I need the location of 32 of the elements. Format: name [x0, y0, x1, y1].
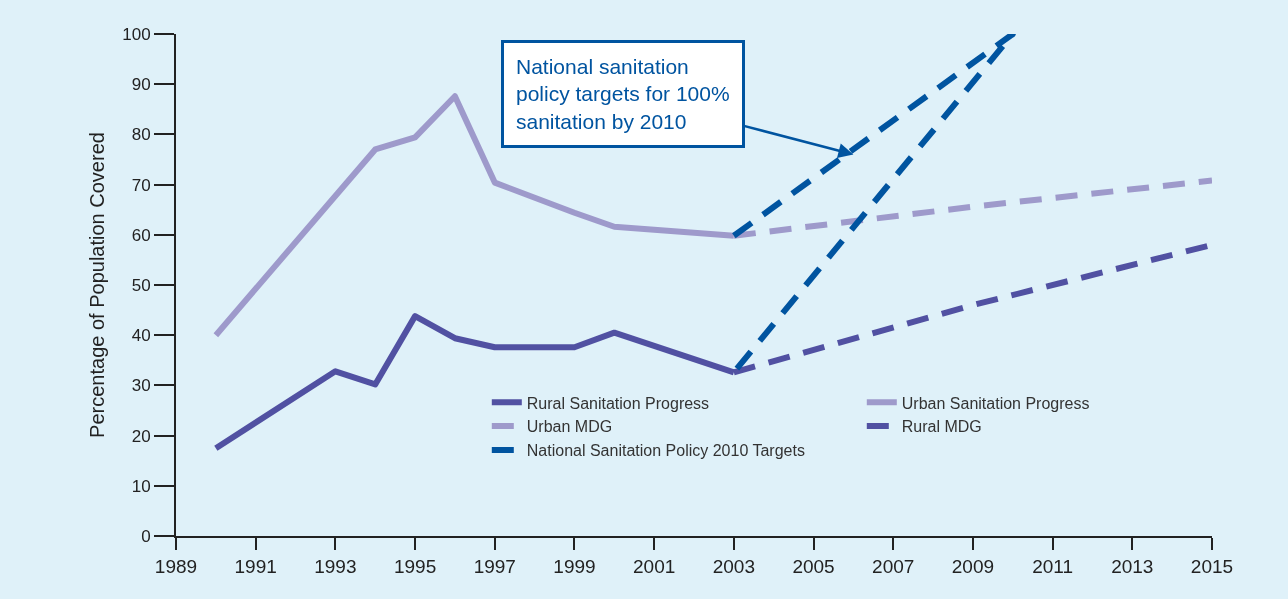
x-tick-label: 1999 [553, 555, 596, 577]
legend-label: National Sanitation Policy 2010 Targets [526, 442, 805, 460]
y-tick-label: 100 [122, 24, 151, 44]
x-tick-label: 1989 [154, 555, 198, 577]
x-tick-label: 2015 [1190, 555, 1234, 577]
x-tick-label: 2011 [1032, 555, 1074, 577]
y-tick-label: 60 [131, 225, 151, 245]
legend-label: Urban MDG [526, 418, 613, 436]
x-tick-label: 1993 [314, 555, 357, 577]
x-tick-label: 2007 [872, 555, 915, 577]
y-tick-label: 10 [131, 476, 151, 496]
y-tick-label: 70 [131, 175, 151, 195]
legend-label: Urban Sanitation Progress [901, 394, 1090, 412]
legend-label: Rural MDG [901, 418, 982, 436]
y-axis-title: Percentage of Population Covered [86, 132, 109, 438]
x-tick-label: 1995 [393, 555, 437, 577]
y-tick-label: 0 [141, 526, 151, 546]
x-tick-label: 2005 [792, 555, 835, 577]
legend-label: Rural Sanitation Progress [526, 394, 710, 412]
annotation: National sanitation policy targets for 100% sanitation by 2010 [516, 55, 730, 133]
y-tick-label: 80 [131, 125, 151, 145]
x-tick-label: 2001 [633, 555, 676, 577]
y-tick-label: 90 [131, 75, 151, 95]
x-tick-label: 1991 [234, 555, 277, 577]
x-tick-label: 1997 [473, 555, 516, 577]
x-tick-label: 2013 [1111, 555, 1154, 577]
x-tick-label: 2003 [712, 555, 755, 577]
y-tick-label: 40 [131, 326, 151, 346]
y-tick-label: 50 [131, 275, 151, 295]
y-tick-label: 20 [131, 426, 151, 446]
x-tick-label: 2009 [951, 555, 995, 577]
y-tick-label: 30 [131, 376, 151, 396]
